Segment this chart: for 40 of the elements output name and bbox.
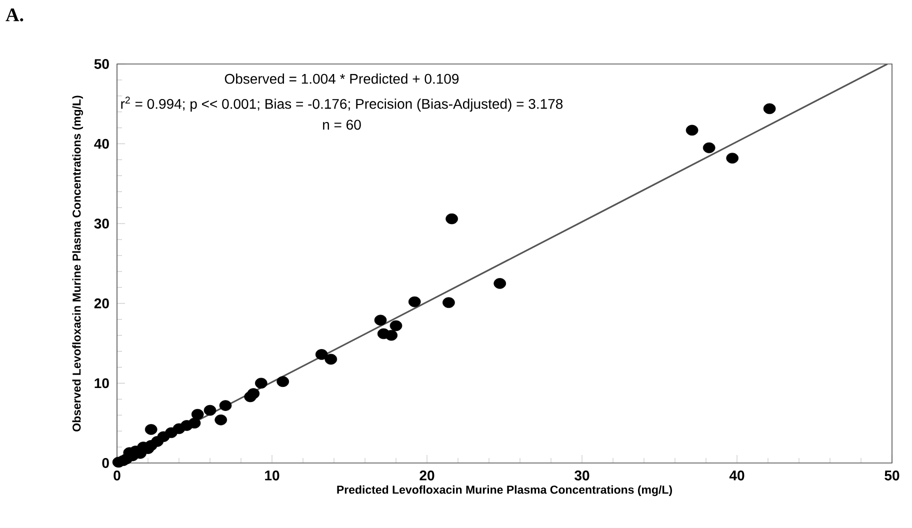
point (276, 376, 290, 388)
point (494, 278, 506, 289)
point (244, 391, 256, 402)
x-tick-label: 40 (729, 470, 744, 480)
point (686, 124, 698, 136)
y-tick-label: 40 (94, 138, 109, 149)
y-tick-label: 10 (94, 378, 109, 388)
x-tick-label: 10 (265, 470, 280, 480)
point (408, 296, 421, 308)
point (219, 400, 232, 411)
point (446, 213, 458, 224)
point (204, 404, 216, 416)
annotation: r$^{2}$ = 0.994; p << 0.001; Bias = -0.176; Precision (Bias-Adjusted) = 3.178 (121, 96, 563, 112)
point (442, 297, 455, 308)
point (112, 456, 125, 468)
y-tick-label: 30 (94, 218, 109, 229)
point (324, 354, 338, 365)
point (374, 314, 387, 326)
point (726, 152, 739, 164)
point (254, 378, 268, 389)
point (144, 424, 158, 435)
point (385, 330, 398, 341)
y-tick-label: 0 (102, 458, 109, 468)
x-tick-label: 30 (574, 470, 590, 480)
point (763, 103, 776, 114)
x-tick-label: 50 (884, 470, 900, 480)
point (390, 320, 402, 332)
point (315, 349, 328, 360)
annotation: Observed = 1.004 * Predicted + 0.109 (224, 74, 459, 84)
x-tick-label: 0 (114, 470, 120, 480)
annotation: n = 60 (323, 120, 361, 130)
point (214, 414, 228, 426)
y-tick-label: 50 (94, 59, 109, 69)
text: A. (6, 8, 24, 22)
y-tick-label: 20 (94, 298, 109, 308)
y-axis-title: Observed Levofloxacin Murine Plasma Concentrations (mg/L) (72, 96, 84, 432)
x-axis-title: Predicted Levofloxacin Murine Plasma Concentrations (mg/L) (337, 485, 672, 496)
point (702, 142, 716, 154)
point (191, 408, 204, 420)
x-tick-label: 20 (420, 470, 434, 480)
